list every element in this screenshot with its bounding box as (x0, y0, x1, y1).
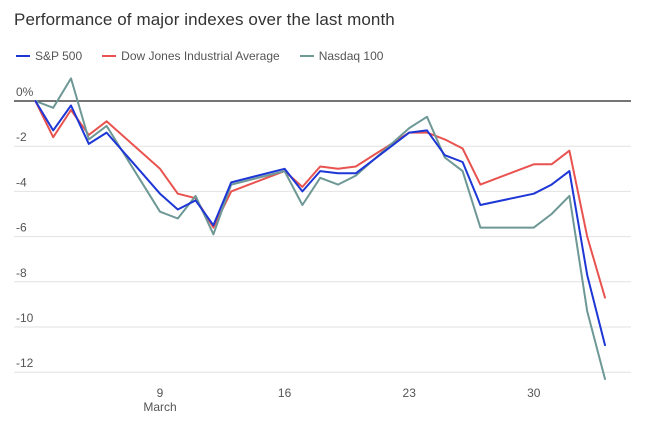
x-tick-label: 23 (403, 386, 417, 400)
legend-swatch-nasdaq-100 (299, 55, 314, 57)
x-tick-label: 9 (157, 386, 164, 400)
legend-item-nasdaq-100: Nasdaq 100 (299, 49, 384, 63)
y-tick-label: -10 (16, 311, 34, 325)
x-tick-label: 16 (278, 386, 292, 400)
y-tick-label: -2 (16, 130, 27, 144)
x-tick-label: 30 (527, 386, 541, 400)
legend-label-dow-jones: Dow Jones Industrial Average (121, 49, 280, 63)
y-tick-label: 0% (16, 85, 34, 99)
line-nasdaq-100 (34, 77, 606, 380)
y-tick-label: -8 (16, 266, 27, 280)
chart-title: Performance of major indexes over the la… (14, 10, 395, 29)
y-tick-label: -6 (16, 221, 27, 235)
y-tick-label: -12 (16, 356, 34, 370)
legend-swatch-sp500 (16, 55, 30, 57)
legend-item-sp500: S&P 500 (16, 49, 82, 63)
legend-label-sp500: S&P 500 (35, 49, 83, 63)
legend: S&P 500 Dow Jones Industrial Average Nas… (16, 49, 383, 63)
y-tick-label: -4 (16, 175, 27, 189)
line-dow-jones (34, 100, 606, 299)
x-tick-sublabel: March (143, 400, 176, 414)
legend-swatch-dow-jones (102, 55, 117, 57)
legend-item-dow-jones: Dow Jones Industrial Average (102, 49, 280, 63)
legend-label-nasdaq-100: Nasdaq 100 (318, 49, 384, 63)
line-sp500 (34, 100, 606, 347)
